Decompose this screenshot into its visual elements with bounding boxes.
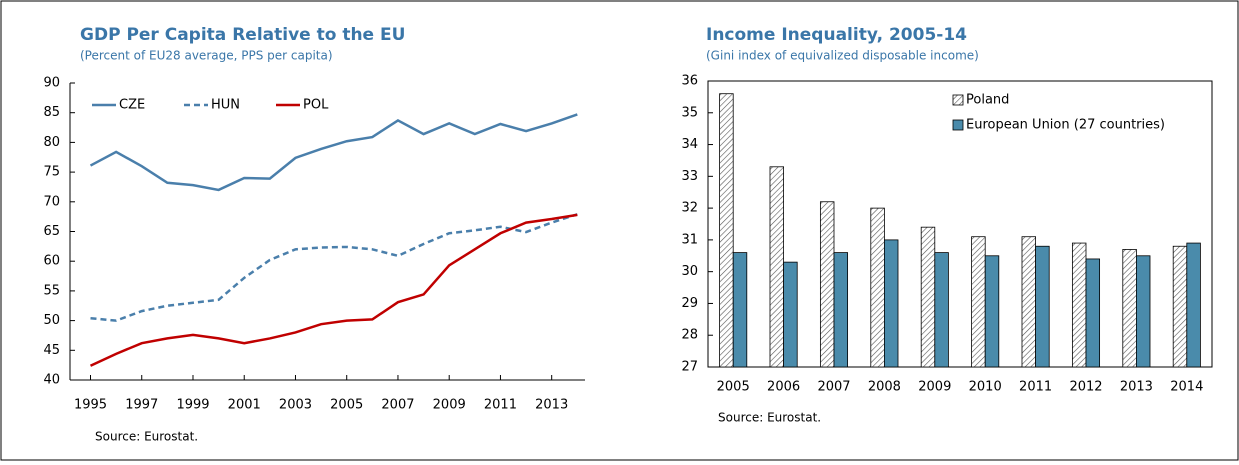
y-tick-label: 30	[681, 264, 698, 279]
bar	[920, 226, 936, 368]
x-tick-label: 2009	[918, 380, 951, 395]
y-tick-label: 85	[43, 105, 60, 120]
y-tick-label: 31	[681, 232, 698, 247]
bar	[934, 252, 949, 368]
y-tick-label: 28	[681, 328, 698, 343]
chart-title: GDP Per Capita Relative to the EU	[80, 25, 405, 45]
y-tick-label: 32	[681, 201, 698, 216]
x-tick-label: 2011	[1019, 380, 1052, 395]
legend-label: CZE	[119, 98, 145, 113]
bar	[732, 252, 748, 368]
line-series	[89, 213, 578, 367]
y-tick-label: 80	[43, 135, 60, 150]
y-tick-label: 36	[681, 74, 698, 89]
legend-label: HUN	[211, 98, 240, 113]
bar	[783, 261, 798, 368]
bar	[1136, 255, 1151, 368]
y-tick-label: 75	[43, 165, 60, 180]
legend-swatch	[952, 119, 964, 131]
bar	[819, 201, 835, 368]
x-tick-label: 2005	[717, 380, 750, 395]
bar	[719, 93, 734, 368]
x-tick-label: 2013	[1120, 380, 1153, 395]
bar	[1122, 249, 1137, 368]
bar	[870, 207, 885, 368]
bar	[833, 252, 849, 368]
legend-label: European Union (27 countries)	[966, 118, 1165, 133]
y-tick-label: 50	[43, 313, 60, 328]
chart-subtitle: (Percent of EU28 average, PPS per capita…	[80, 49, 333, 63]
x-tick-label: 2001	[228, 398, 261, 413]
x-tick-label: 2009	[433, 398, 466, 413]
bar	[1035, 245, 1050, 368]
y-tick-label: 90	[43, 76, 60, 91]
legend-swatch	[952, 94, 964, 106]
x-tick-label: 2011	[484, 398, 517, 413]
x-tick-label: 2007	[817, 380, 850, 395]
bar	[1085, 258, 1101, 368]
x-tick-label: 2010	[969, 380, 1002, 395]
x-tick-label: 2008	[868, 380, 901, 395]
y-tick-label: 55	[43, 283, 60, 298]
y-tick-label: 70	[43, 194, 60, 209]
bar	[1172, 245, 1188, 368]
y-tick-label: 33	[681, 169, 698, 184]
bar	[1186, 242, 1201, 368]
bar	[884, 239, 899, 368]
bar	[1021, 236, 1037, 368]
y-tick-label: 35	[681, 105, 698, 120]
line-series	[90, 213, 578, 322]
source: Source: Eurostat.	[95, 430, 198, 444]
x-tick-label: 1999	[176, 398, 209, 413]
y-tick-label: 27	[681, 360, 698, 375]
x-tick-label: 2003	[279, 398, 312, 413]
line-series	[89, 113, 578, 192]
x-tick-label: 2007	[381, 398, 414, 413]
x-tick-label: 2012	[1069, 380, 1102, 395]
y-tick-label: 45	[43, 343, 60, 358]
x-tick-label: 2006	[767, 380, 800, 395]
x-tick-label: 1995	[74, 398, 107, 413]
chart-title: Income Inequality, 2005-14	[706, 25, 967, 45]
bar	[1071, 242, 1087, 368]
y-tick-label: 65	[43, 224, 60, 239]
legend-label: POL	[303, 98, 329, 113]
y-tick-label: 29	[681, 296, 698, 311]
plot-frame	[707, 80, 1213, 368]
y-tick-label: 34	[681, 137, 698, 152]
y-tick-label: 60	[43, 254, 60, 269]
bar	[971, 236, 986, 368]
y-tick-label: 40	[43, 373, 60, 388]
x-tick-label: 2013	[535, 398, 568, 413]
legend-label: Poland	[966, 93, 1009, 108]
x-tick-label: 1997	[125, 398, 158, 413]
source: Source: Eurostat.	[718, 411, 821, 425]
bar	[769, 166, 785, 368]
bar	[984, 255, 1000, 368]
x-tick-label: 2014	[1170, 380, 1203, 395]
x-tick-label: 2005	[330, 398, 363, 413]
chart-subtitle: (Gini index of equivalized disposable in…	[706, 49, 979, 63]
